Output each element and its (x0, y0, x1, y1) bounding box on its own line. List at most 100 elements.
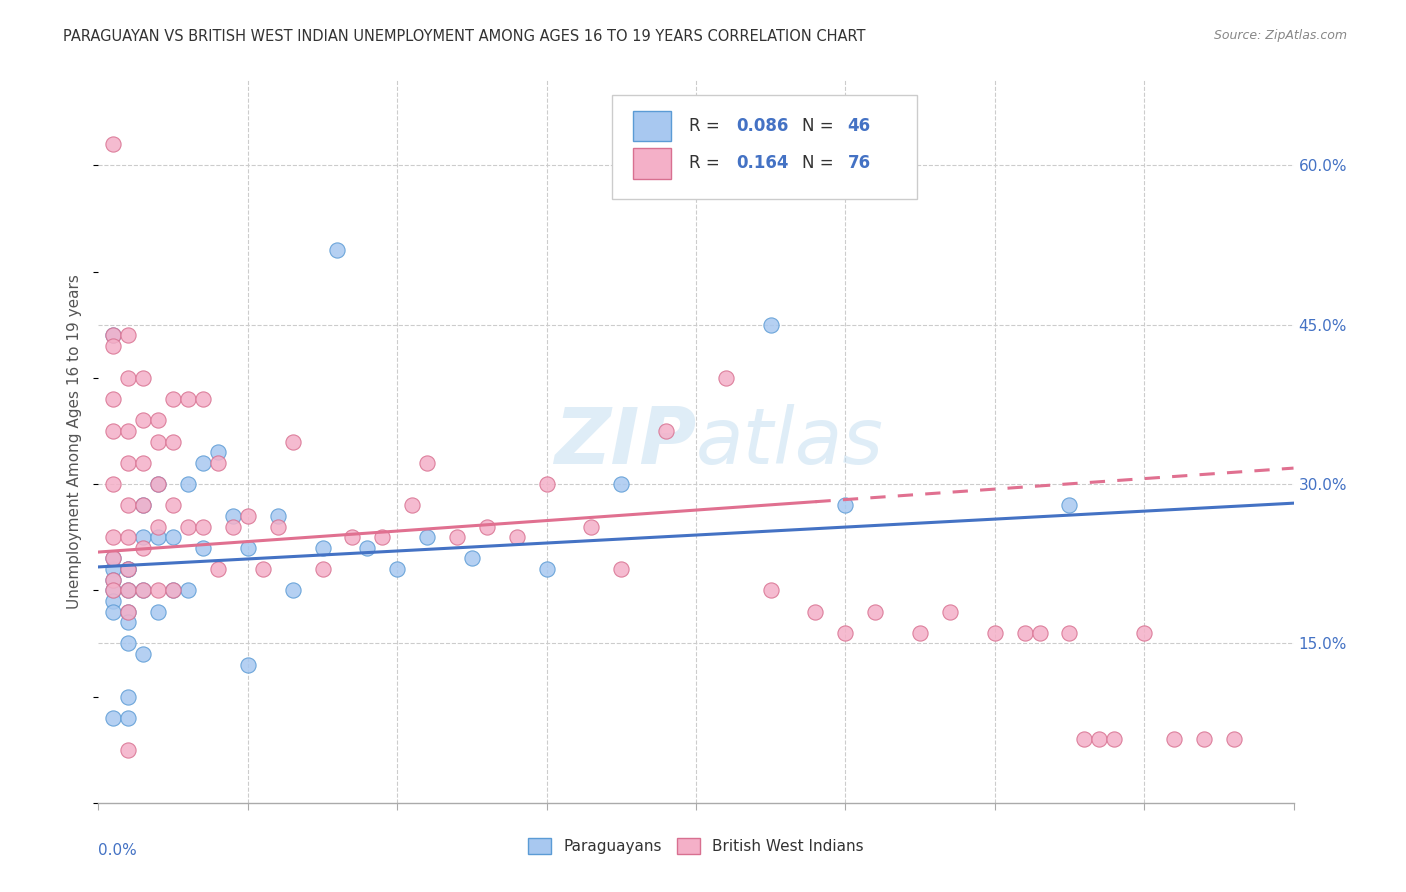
Point (222, 519, 245, 533)
Point (132, 647, 155, 661)
Point (281, 434, 304, 449)
Point (162, 530, 184, 544)
Point (177, 392, 200, 406)
Point (252, 562, 274, 576)
Point (117, 690, 139, 704)
Point (385, 562, 409, 576)
Text: 0.0%: 0.0% (98, 843, 138, 857)
Point (1223, 732, 1246, 747)
Point (103, 328, 125, 343)
Point (177, 519, 200, 533)
Point (117, 328, 139, 343)
Point (132, 371, 155, 385)
Point (148, 519, 170, 533)
Point (148, 477, 170, 491)
Text: atlas: atlas (696, 403, 884, 480)
Text: 0.086: 0.086 (737, 117, 789, 135)
Point (103, 530, 125, 544)
Point (117, 742, 139, 756)
Text: 46: 46 (848, 117, 870, 135)
Y-axis label: Unemployment Among Ages 16 to 19 years: Unemployment Among Ages 16 to 19 years (67, 274, 83, 609)
Point (117, 605, 139, 619)
Point (236, 508, 259, 523)
Point (536, 477, 558, 491)
Point (655, 424, 678, 438)
Point (162, 583, 184, 598)
Point (834, 625, 856, 640)
Point (311, 562, 333, 576)
Point (148, 583, 170, 598)
Text: R =: R = (689, 154, 725, 172)
Point (281, 583, 304, 598)
FancyBboxPatch shape (613, 95, 917, 200)
Point (1059, 625, 1081, 640)
Point (103, 339, 125, 353)
Point (834, 498, 856, 512)
Point (475, 519, 498, 533)
Point (162, 498, 184, 512)
Text: N =: N = (803, 117, 839, 135)
Point (506, 530, 529, 544)
Point (117, 371, 139, 385)
Point (461, 551, 484, 566)
FancyBboxPatch shape (633, 148, 671, 178)
Text: R =: R = (689, 117, 725, 135)
Point (103, 573, 125, 587)
Point (148, 530, 170, 544)
Point (908, 625, 931, 640)
Point (191, 541, 214, 555)
Point (416, 530, 439, 544)
Point (132, 498, 155, 512)
Point (103, 583, 125, 598)
Point (1088, 732, 1111, 747)
Text: ZIP: ZIP (554, 403, 696, 480)
Point (117, 615, 139, 630)
Point (117, 530, 139, 544)
Point (148, 413, 170, 427)
Point (416, 456, 439, 470)
Point (103, 711, 125, 725)
Point (148, 434, 170, 449)
Point (326, 244, 349, 258)
Point (103, 573, 125, 587)
Point (191, 456, 214, 470)
Point (162, 583, 184, 598)
Point (117, 636, 139, 650)
Text: PARAGUAYAN VS BRITISH WEST INDIAN UNEMPLOYMENT AMONG AGES 16 TO 19 YEARS CORRELA: PARAGUAYAN VS BRITISH WEST INDIAN UNEMPL… (63, 29, 866, 44)
Point (132, 583, 155, 598)
Point (207, 562, 229, 576)
Point (117, 583, 139, 598)
Point (117, 424, 139, 438)
Point (356, 541, 378, 555)
Point (1073, 732, 1095, 747)
Point (222, 508, 245, 523)
Legend: Paraguayans, British West Indians: Paraguayans, British West Indians (522, 832, 870, 860)
Text: 0.164: 0.164 (737, 154, 789, 172)
Point (207, 456, 229, 470)
Point (162, 434, 184, 449)
Point (1192, 732, 1215, 747)
Point (371, 530, 394, 544)
Point (759, 583, 782, 598)
Point (117, 456, 139, 470)
Point (610, 562, 633, 576)
Point (804, 605, 827, 619)
Point (132, 541, 155, 555)
Point (236, 657, 259, 672)
Point (1104, 732, 1126, 747)
Point (267, 508, 290, 523)
Point (103, 583, 125, 598)
Point (132, 456, 155, 470)
Point (207, 445, 229, 459)
Point (581, 519, 603, 533)
Point (191, 519, 214, 533)
Point (117, 711, 139, 725)
Point (342, 530, 364, 544)
Point (103, 551, 125, 566)
Point (536, 562, 558, 576)
Point (1014, 625, 1036, 640)
Point (103, 551, 125, 566)
Point (984, 625, 1007, 640)
Text: N =: N = (803, 154, 839, 172)
FancyBboxPatch shape (633, 111, 671, 141)
